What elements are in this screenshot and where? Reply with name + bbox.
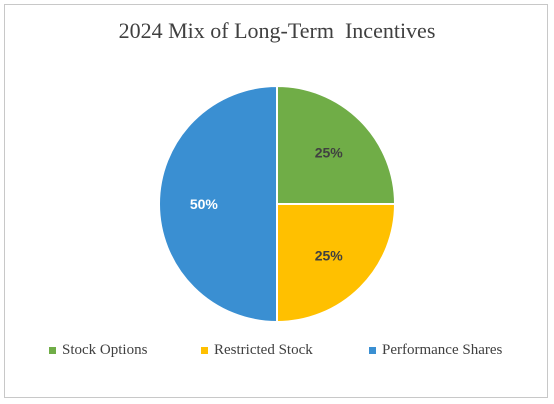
chart-title: 2024 Mix of Long-Term Incentives [118, 18, 436, 43]
legend-swatch-performance-shares [369, 347, 376, 354]
pie-slice-stock-options [276, 84, 397, 205]
legend-label-performance-shares: Performance Shares [382, 342, 503, 358]
chart-legend: Stock Options Restricted Stock Performan… [0, 342, 554, 362]
legend-label-stock-options: Stock Options [62, 342, 148, 358]
legend-item-performance-shares: Performance Shares [369, 342, 502, 359]
legend-swatch-restricted-stock [201, 347, 208, 354]
legend-swatch-stock-options [49, 347, 56, 354]
legend-item-stock-options: Stock Options [49, 342, 147, 359]
data-label-stock-options: 25% [315, 144, 344, 160]
legend-label-restricted-stock: Restricted Stock [214, 342, 313, 358]
data-label-performance-shares: 50% [190, 196, 219, 212]
data-label-restricted-stock: 25% [315, 248, 344, 264]
legend-item-restricted-stock: Restricted Stock [201, 342, 313, 359]
pie-slice-performance-shares [158, 84, 278, 324]
pie-slice-restricted-stock [276, 203, 397, 324]
